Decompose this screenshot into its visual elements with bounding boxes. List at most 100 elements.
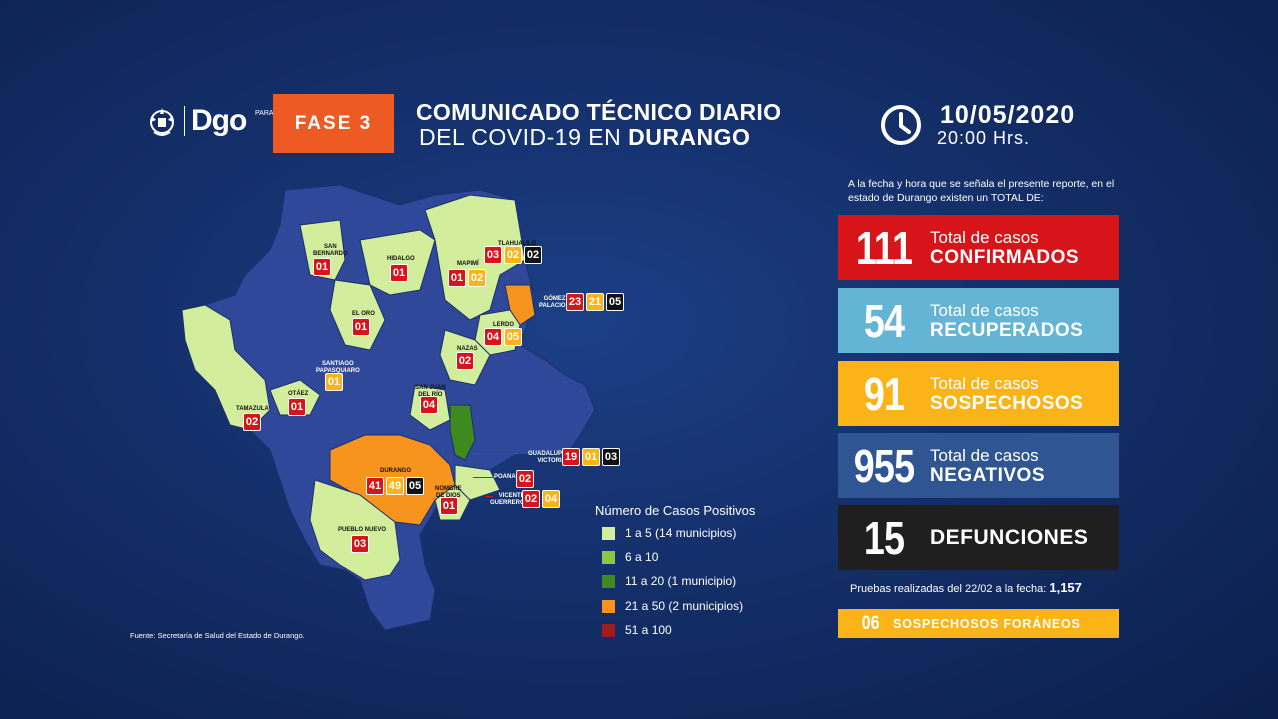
map-poanas xyxy=(454,464,501,501)
label-gomez-palacio: GÓMEZ PALACIO xyxy=(539,296,566,309)
map-pueblo-nuevo xyxy=(309,479,401,581)
report-time: 20:00 Hrs. xyxy=(937,128,1031,148)
badge-confirmados: 01 xyxy=(313,258,331,276)
map-gomez-palacio xyxy=(504,284,536,326)
stat-value: 91 xyxy=(863,367,905,420)
stat-value: 111 xyxy=(855,221,913,274)
legend-swatch xyxy=(602,550,615,564)
map-el-oro xyxy=(329,279,386,351)
stat-line2: RECUPERADOS xyxy=(930,319,1084,341)
stat-line2: SOSPECHOSOS xyxy=(930,392,1084,414)
map-guadalupe-victoria xyxy=(449,404,476,461)
pruebas-text: Pruebas realizadas del 22/02 a la fecha:… xyxy=(850,580,1082,595)
label-tlahualilo: TLAHUALILO xyxy=(498,241,537,247)
stat-line2: DEFUNCIONES xyxy=(930,525,1089,549)
legend-swatch xyxy=(602,623,615,637)
badge-sospechosos: 49 xyxy=(386,477,404,495)
label-otaez: OTÁEZ xyxy=(288,391,309,397)
label-mapimi: MAPIMÍ xyxy=(457,261,479,267)
badge-confirmados: 02 xyxy=(243,413,261,431)
stat-line2: CONFIRMADOS xyxy=(930,246,1080,268)
pointer-line xyxy=(485,496,493,497)
legend-label: 1 a 5 (14 municipios) xyxy=(625,526,737,540)
badge-sospechosos: 01 xyxy=(582,448,600,466)
stat-value: 955 xyxy=(853,439,915,492)
foraneos-box: 06 SOSPECHOSOS FORÁNEOS xyxy=(838,609,1119,638)
badge-sospechosos: 21 xyxy=(586,293,604,311)
legend-title: Número de Casos Positivos xyxy=(595,503,756,518)
badge-sospechosos: 02 xyxy=(468,269,486,287)
badge-confirmados: 03 xyxy=(351,535,369,553)
stat-negativos: 955 Total de casos NEGATIVOS xyxy=(838,433,1119,498)
pointer-line xyxy=(473,477,493,478)
badge-sospechosos: 01 xyxy=(325,373,343,391)
stat-value: 15 xyxy=(863,511,905,564)
subtitle-state: DURANGO xyxy=(628,124,751,150)
legend-swatch xyxy=(602,526,615,540)
badge-confirmados: 02 xyxy=(522,490,540,508)
badge-confirmados: 01 xyxy=(390,264,408,282)
legend-item: 1 a 5 (14 municipios) xyxy=(602,526,736,540)
badge-confirmados: 19 xyxy=(562,448,580,466)
durango-map: SAN BERNARDO 01 HIDALGO 01 TLAHUALILO 03 … xyxy=(170,180,640,640)
foraneos-label: SOSPECHOSOS FORÁNEOS xyxy=(893,616,1081,631)
stat-line1: Total de casos xyxy=(930,445,1039,465)
label-nazas: NAZAS xyxy=(457,346,478,352)
badge-confirmados: 04 xyxy=(420,396,438,414)
logo-separator xyxy=(184,106,185,136)
stat-recuperados: 54 Total de casos RECUPERADOS xyxy=(838,288,1119,353)
map-otaez xyxy=(269,379,321,416)
pointer-line xyxy=(473,453,533,454)
stat-sospechosos: 91 Total de casos SOSPECHOSOS xyxy=(838,361,1119,426)
map-mapimi xyxy=(424,194,526,321)
logo: PARA TODOS Dgo xyxy=(146,104,300,138)
label-tamazula: TAMAZULA xyxy=(236,406,269,412)
label-vicente-guerrero: VICENTE GUERRERO xyxy=(490,493,525,506)
badge-confirmados: 04 xyxy=(484,328,502,346)
badge-sospechosos: 04 xyxy=(542,490,560,508)
badge-defunciones: 05 xyxy=(406,477,424,495)
label-santiago: SANTIAGO PAPASQUIARO xyxy=(316,361,360,374)
label-durango: DURANGO xyxy=(380,468,411,474)
label-san-bernardo: SAN BERNARDO xyxy=(313,244,348,257)
stat-line1: Total de casos xyxy=(930,373,1039,393)
source-note: Fuente: Secretaría de Salud del Estado d… xyxy=(130,631,305,640)
badge-defunciones: 02 xyxy=(524,246,542,264)
page-title: COMUNICADO TÉCNICO DIARIO xyxy=(416,99,782,125)
label-lerdo: LERDO xyxy=(493,322,514,328)
label-guadalupe-victoria: GUADALUPE VICTORIA xyxy=(528,451,567,464)
page-subtitle: DEL COVID-19 EN DURANGO xyxy=(419,124,750,151)
subtitle-prefix: DEL COVID-19 EN xyxy=(419,124,629,150)
logo-text: Dgo xyxy=(191,104,247,137)
legend-swatch xyxy=(602,574,615,588)
badge-confirmados: 01 xyxy=(352,318,370,336)
label-pueblo-nuevo: PUEBLO NUEVO xyxy=(338,527,387,533)
badge-confirmados: 01 xyxy=(288,398,306,416)
badge-confirmados: 01 xyxy=(440,497,458,515)
report-date: 10/05/2020 xyxy=(940,101,1076,129)
badge-confirmados: 02 xyxy=(516,470,534,488)
stat-confirmados: 111 Total de casos CONFIRMADOS xyxy=(838,215,1119,280)
badge-defunciones: 03 xyxy=(602,448,620,466)
stat-line1: Total de casos xyxy=(930,300,1039,320)
label-poanas: POANAS xyxy=(494,474,520,480)
badge-confirmados: 01 xyxy=(448,269,466,287)
legend-item: 21 a 50 (2 municipios) xyxy=(602,599,743,613)
clock-icon xyxy=(881,105,921,145)
stat-defunciones: 15 DEFUNCIONES xyxy=(838,505,1119,570)
foraneos-value: 06 xyxy=(861,612,880,634)
stat-line2: NEGATIVOS xyxy=(930,464,1045,486)
legend-swatch xyxy=(602,599,615,613)
label-el-oro: EL ORO xyxy=(352,311,375,317)
legend-label: 51 a 100 xyxy=(625,623,672,637)
pruebas-value: 1,157 xyxy=(1049,580,1082,595)
stat-line1: Total de casos xyxy=(930,227,1039,247)
badge-confirmados: 41 xyxy=(366,477,384,495)
label-san-juan-del-rio: SAN JUAN DEL RÍO xyxy=(415,385,446,398)
badge-confirmados: 03 xyxy=(484,246,502,264)
intro-text: A la fecha y hora que se señala el prese… xyxy=(848,178,1115,204)
legend-item: 6 a 10 xyxy=(602,550,658,564)
durango-emblem-icon xyxy=(150,108,174,136)
badge-confirmados: 02 xyxy=(456,352,474,370)
pruebas-label: Pruebas realizadas del 22/02 a la fecha: xyxy=(850,583,1050,595)
